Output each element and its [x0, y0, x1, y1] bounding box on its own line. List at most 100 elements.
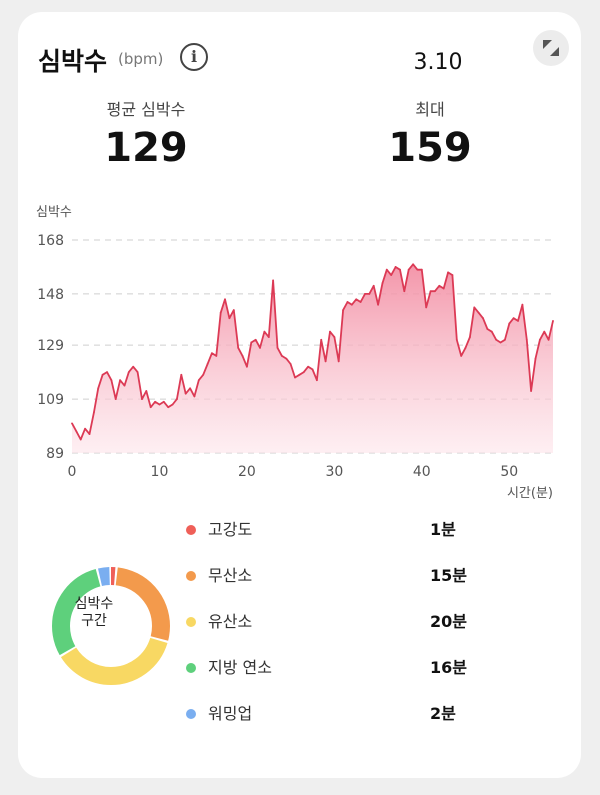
data-point	[101, 373, 104, 376]
data-point	[504, 338, 506, 341]
zone-time: 2분	[430, 704, 456, 723]
data-point	[154, 400, 156, 403]
donut-center-label: 심박수 구간	[54, 596, 134, 630]
data-point	[241, 355, 244, 357]
donut-segment-0	[52, 567, 170, 685]
donut-segment-2	[52, 567, 170, 685]
data-point	[176, 398, 178, 400]
data-point	[455, 338, 458, 341]
data-point	[184, 392, 187, 395]
data-point	[132, 365, 135, 368]
data-point	[438, 284, 441, 287]
data-point	[197, 379, 200, 382]
data-point	[289, 363, 292, 365]
data-point	[534, 357, 537, 360]
data-point	[136, 371, 139, 374]
data-point	[250, 341, 253, 344]
data-point	[110, 379, 113, 382]
data-point	[350, 303, 353, 306]
data-point	[394, 266, 397, 268]
info-icon[interactable]: i	[180, 43, 208, 71]
donut-label-line1: 심박수	[74, 596, 114, 612]
zone-time: 20분	[430, 612, 467, 631]
data-point	[381, 282, 384, 285]
data-point	[219, 311, 222, 314]
data-point	[302, 371, 305, 374]
data-point	[429, 290, 432, 293]
data-point	[364, 293, 366, 295]
data-point	[158, 403, 161, 406]
data-point	[97, 387, 100, 390]
zone-color-dot	[186, 617, 196, 627]
x-tick-label: 40	[413, 464, 431, 480]
zone-label: 워밍업	[208, 704, 253, 723]
data-point	[119, 379, 121, 382]
data-point	[189, 387, 191, 390]
data-point	[228, 317, 231, 320]
zone-time: 16분	[430, 658, 467, 677]
zone-row: 워밍업 2분	[186, 702, 516, 726]
data-point	[320, 338, 323, 341]
expand-button[interactable]	[533, 30, 569, 66]
data-point	[259, 346, 261, 349]
data-point	[114, 398, 117, 400]
zone-color-dot	[186, 709, 196, 719]
zone-color-dot	[186, 571, 196, 581]
data-point	[215, 355, 218, 357]
data-point	[495, 338, 498, 341]
donut-label-line2: 구간	[81, 613, 107, 629]
data-point	[84, 427, 87, 430]
data-point	[307, 365, 310, 368]
data-point	[202, 373, 205, 376]
data-point	[490, 330, 493, 333]
data-point	[499, 341, 502, 344]
x-tick-label: 0	[68, 464, 77, 480]
data-point	[372, 284, 375, 287]
zone-donut-chart	[52, 567, 170, 685]
zone-row: 지방 연소 16분	[186, 656, 516, 680]
data-point	[390, 274, 393, 276]
y-tick-label: 148	[37, 287, 64, 303]
data-point	[434, 290, 436, 293]
data-point	[377, 303, 379, 306]
data-point	[460, 355, 463, 357]
zone-time: 15분	[430, 566, 467, 585]
data-point	[512, 317, 515, 320]
unit-label: (bpm)	[118, 50, 164, 68]
data-point	[451, 274, 454, 276]
data-point	[272, 279, 275, 282]
data-point	[75, 430, 78, 433]
zone-row: 고강도 1분	[186, 518, 516, 542]
y-axis-label: 심박수	[36, 205, 72, 220]
card-title: 심박수	[38, 47, 108, 76]
data-point	[447, 271, 449, 274]
data-point	[412, 263, 414, 266]
data-point	[368, 293, 371, 295]
data-point	[521, 303, 524, 306]
expand-icon	[543, 40, 559, 56]
zone-color-dot	[186, 525, 196, 535]
zone-color-dot	[186, 663, 196, 673]
data-point	[530, 390, 533, 392]
data-point	[464, 346, 467, 349]
x-axis-label: 시간(분)	[507, 486, 553, 501]
data-point	[425, 306, 428, 309]
data-point	[193, 395, 196, 398]
donut-segment-1	[52, 567, 170, 685]
data-point	[324, 360, 327, 363]
data-point	[206, 363, 209, 365]
data-point	[79, 438, 82, 441]
y-tick-label: 109	[37, 392, 64, 408]
data-point	[407, 268, 410, 271]
zone-label: 지방 연소	[208, 658, 272, 677]
data-point	[263, 330, 266, 333]
avg-heart-rate-value: 129	[104, 125, 188, 171]
data-point	[171, 403, 174, 406]
data-point	[385, 268, 388, 271]
data-point	[420, 268, 423, 271]
data-point	[246, 365, 248, 368]
data-point	[232, 309, 235, 312]
heart-rate-chart: 심박수 시간(분) 168 148 129 109 89 0 10 20 30 40 50	[36, 205, 554, 501]
data-point	[473, 306, 476, 309]
data-point	[337, 360, 340, 363]
